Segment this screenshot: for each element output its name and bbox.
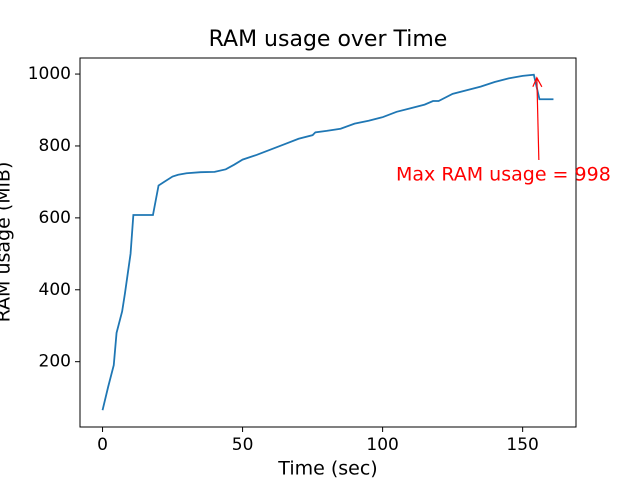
y-tick-label: 800 <box>39 136 71 156</box>
x-axis-label: Time (sec) <box>277 458 377 480</box>
data-line <box>101 73 554 411</box>
x-tick-label: 50 <box>232 435 254 455</box>
x-tick-label: 0 <box>97 435 108 455</box>
y-axis-label: RAM usage (MiB) <box>0 162 15 323</box>
chart-title: RAM usage over Time <box>209 27 448 52</box>
annotation-arrowhead <box>532 76 543 88</box>
x-tick-label: 150 <box>506 435 538 455</box>
annotation-arrow <box>536 77 540 161</box>
plot-frame <box>79 57 577 428</box>
annotation-text: Max RAM usage = 998 <box>396 164 611 186</box>
y-tick-label: 200 <box>39 352 71 372</box>
y-tick-label: 400 <box>39 280 71 300</box>
y-tick-label: 1000 <box>28 64 71 84</box>
x-tick-label: 100 <box>366 435 398 455</box>
y-tick-label: 600 <box>39 208 71 228</box>
